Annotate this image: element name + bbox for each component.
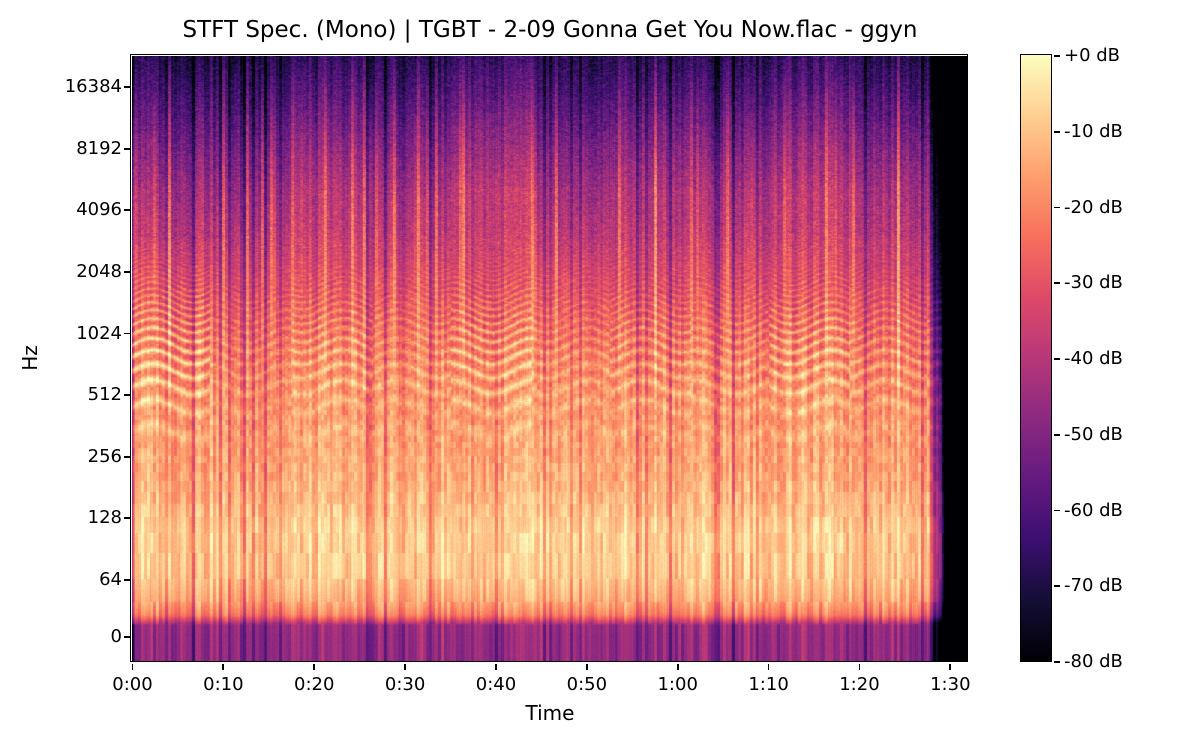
x-tick [404,663,406,670]
x-tick [858,663,861,670]
x-tick [676,663,679,670]
plot-frame [130,54,969,663]
y-tick-label: 128 [87,507,122,529]
y-tick-label: 2048 [76,260,122,282]
y-tick [124,86,131,88]
x-tick-label: 0:50 [566,674,608,695]
x-tick-label: 1:30 [930,674,971,695]
spectrogram-heatmap [132,56,968,662]
colorbar-tick-label: -10 dB [1064,120,1123,142]
colorbar-tick-label: -80 dB [1064,651,1123,672]
x-tick-label: 1:10 [748,674,789,695]
y-tick [124,455,131,458]
x-axis-label: Time [525,701,575,725]
y-tick-label: 0 [110,626,122,647]
colorbar-tick [1053,433,1060,436]
x-tick [949,663,952,670]
x-tick-label: 0:00 [112,674,153,695]
y-tick-label: 16384 [64,76,122,97]
x-tick-label: 0:30 [384,674,426,695]
x-tick [585,663,588,670]
x-tick-label: 0:20 [294,674,335,695]
y-tick [124,332,131,335]
colorbar-tick-label: -50 dB [1064,423,1123,445]
x-tick [767,663,770,670]
colorbar-tick [1053,55,1060,57]
y-tick-label: 64 [99,569,122,590]
x-tick-label: 0:10 [203,674,244,695]
x-tick-label: 1:20 [839,674,880,695]
x-tick [313,663,316,670]
colorbar-tick [1053,661,1060,663]
x-tick [495,663,497,670]
x-tick [222,663,225,670]
y-tick-label: 4096 [76,199,122,221]
colorbar-tick-label: -20 dB [1064,196,1123,218]
y-tick-label: 256 [87,445,122,467]
y-tick-label: 8192 [76,137,122,159]
y-tick [124,147,131,150]
y-tick-label: 1024 [76,322,122,344]
colorbar-tick-label: -60 dB [1064,499,1123,521]
y-tick [124,517,131,520]
colorbar-tick [1053,130,1060,133]
y-tick [124,636,131,638]
y-tick-label: 512 [87,384,122,406]
y-tick [124,579,131,581]
x-tick [131,663,134,670]
y-tick [124,209,131,212]
colorbar-tick [1053,509,1060,512]
colorbar-tick [1053,358,1060,360]
colorbar-tick-label: -40 dB [1064,348,1123,369]
colorbar-tick-label: -30 dB [1064,272,1123,294]
y-tick [124,394,131,397]
chart-title: STFT Spec. (Mono) | TGBT - 2-09 Gonna Ge… [182,17,918,43]
colorbar-tick [1053,282,1060,285]
x-tick-label: 0:40 [475,674,517,695]
colorbar-tick-label: -70 dB [1064,575,1123,597]
x-tick-label: 1:00 [657,674,698,695]
y-tick [124,270,131,273]
colorbar-tick [1053,585,1060,588]
y-axis-label: Hz [18,345,42,371]
colorbar-tick-label: +0 dB [1064,45,1121,66]
colorbar [1020,54,1052,663]
colorbar-tick [1053,206,1060,209]
